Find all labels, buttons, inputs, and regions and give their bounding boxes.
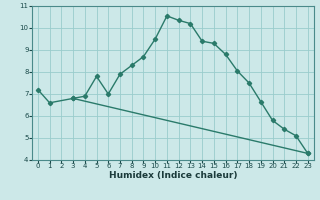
X-axis label: Humidex (Indice chaleur): Humidex (Indice chaleur) (108, 171, 237, 180)
